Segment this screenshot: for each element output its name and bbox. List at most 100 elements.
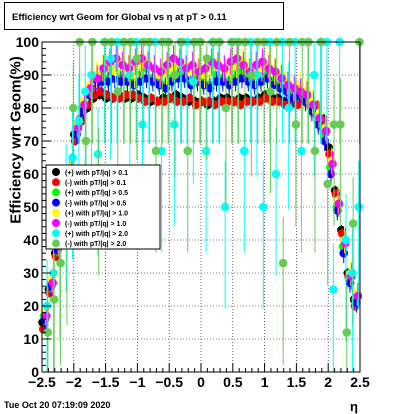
data-point	[251, 60, 261, 70]
y-tick-label: 50	[23, 199, 39, 215]
y-tick-label: 70	[23, 133, 39, 149]
data-point	[270, 67, 280, 76]
legend-entry-label: (-) with pT/|q| > 2.0	[65, 241, 126, 248]
data-point	[73, 123, 83, 133]
data-point	[96, 87, 105, 96]
data-point	[154, 80, 164, 90]
legend-entry-label: (+) with pT/|q| > 1.0	[65, 211, 128, 218]
data-point	[324, 143, 334, 152]
legend-box	[45, 164, 161, 250]
legend-marker	[52, 188, 60, 197]
data-point	[309, 100, 318, 109]
data-point	[113, 87, 123, 96]
data-point	[218, 77, 228, 86]
y-tick-label: 40	[23, 232, 39, 248]
data-point	[43, 328, 53, 337]
x-tick-label: −2.5	[28, 374, 56, 390]
data-point	[156, 67, 166, 76]
data-point	[271, 169, 281, 179]
data-point	[111, 67, 120, 76]
data-point	[80, 100, 89, 109]
data-point	[221, 103, 231, 113]
data-point	[353, 291, 363, 301]
data-point	[239, 60, 248, 70]
data-point	[81, 136, 91, 146]
data-point	[201, 146, 211, 156]
legend-marker	[52, 208, 60, 217]
data-point	[269, 80, 279, 90]
data-point	[328, 285, 338, 294]
data-point	[183, 146, 193, 156]
data-point	[326, 169, 336, 179]
data-marks	[38, 37, 364, 372]
y-tick-label: 90	[23, 67, 39, 83]
data-point	[202, 54, 212, 63]
axes: −2.5 −2 −1.5 −1 −0.5 0 0.5 1 1.5 2 2.5 0 10 20 30 40 50 6…	[16, 34, 370, 390]
data-point	[93, 149, 103, 159]
data-point	[323, 179, 332, 189]
data-point	[213, 60, 223, 70]
data-point	[264, 64, 274, 73]
data-point	[125, 70, 135, 80]
data-point	[297, 146, 306, 156]
x-tick-label: −0.5	[155, 374, 183, 390]
data-point	[175, 57, 185, 67]
data-point	[199, 80, 209, 90]
x-tick-label: 2	[324, 374, 332, 390]
data-point	[201, 64, 210, 73]
data-point	[150, 64, 159, 73]
data-point	[220, 202, 230, 212]
data-point	[336, 120, 345, 129]
legend-marker	[52, 198, 60, 207]
data-point	[258, 57, 267, 67]
chart-title: Efficiency wrt Geom for Global vs η at p…	[12, 12, 227, 23]
data-point	[220, 64, 229, 73]
x-tick-label: −2	[66, 374, 82, 390]
y-tick-label: 60	[23, 166, 39, 182]
data-point	[259, 202, 268, 212]
data-point	[132, 54, 142, 63]
data-point	[256, 77, 266, 86]
data-point	[291, 120, 301, 129]
data-point	[237, 74, 247, 83]
data-point	[247, 70, 256, 80]
data-point	[48, 278, 57, 288]
data-point	[124, 64, 134, 73]
x-tick-label: 1	[261, 374, 269, 390]
data-point	[68, 103, 78, 113]
x-tick-label: 2.5	[350, 374, 370, 390]
x-tick-label: −1	[129, 374, 145, 390]
data-point	[296, 87, 306, 96]
data-point	[42, 311, 51, 321]
legend-entry-label: (+) with pT/|q| > 0.1	[65, 170, 128, 177]
data-point	[49, 268, 58, 278]
data-point	[194, 67, 204, 76]
data-point	[106, 54, 115, 63]
data-point	[329, 120, 339, 129]
x-axis-label: η	[350, 399, 358, 414]
legend-marker	[52, 229, 60, 238]
data-point	[189, 77, 198, 86]
y-tick-label: 10	[23, 331, 39, 347]
data-point	[87, 70, 96, 80]
x-tick-label: 0.5	[223, 374, 243, 390]
data-point	[49, 295, 59, 304]
data-point	[328, 159, 337, 169]
data-point	[333, 206, 342, 215]
data-point	[74, 116, 84, 126]
chart-title-box: Efficiency wrt Geom for Global vs η at p…	[4, 2, 284, 30]
y-tick-label: 100	[16, 34, 40, 50]
y-tick-label: 0	[31, 364, 39, 380]
data-point	[278, 258, 288, 268]
data-point	[181, 64, 191, 73]
data-point	[321, 126, 331, 136]
y-tick-label: 80	[23, 100, 39, 116]
data-point	[170, 70, 180, 80]
x-tick-label: 1.5	[287, 374, 307, 390]
data-point	[290, 83, 299, 93]
x-tick-label: 0	[197, 374, 205, 390]
data-point	[315, 113, 325, 123]
data-point	[348, 219, 358, 228]
legend: (+) with pT/|q| > 0.1 (-) with pT/|q| > 0…	[45, 164, 161, 250]
